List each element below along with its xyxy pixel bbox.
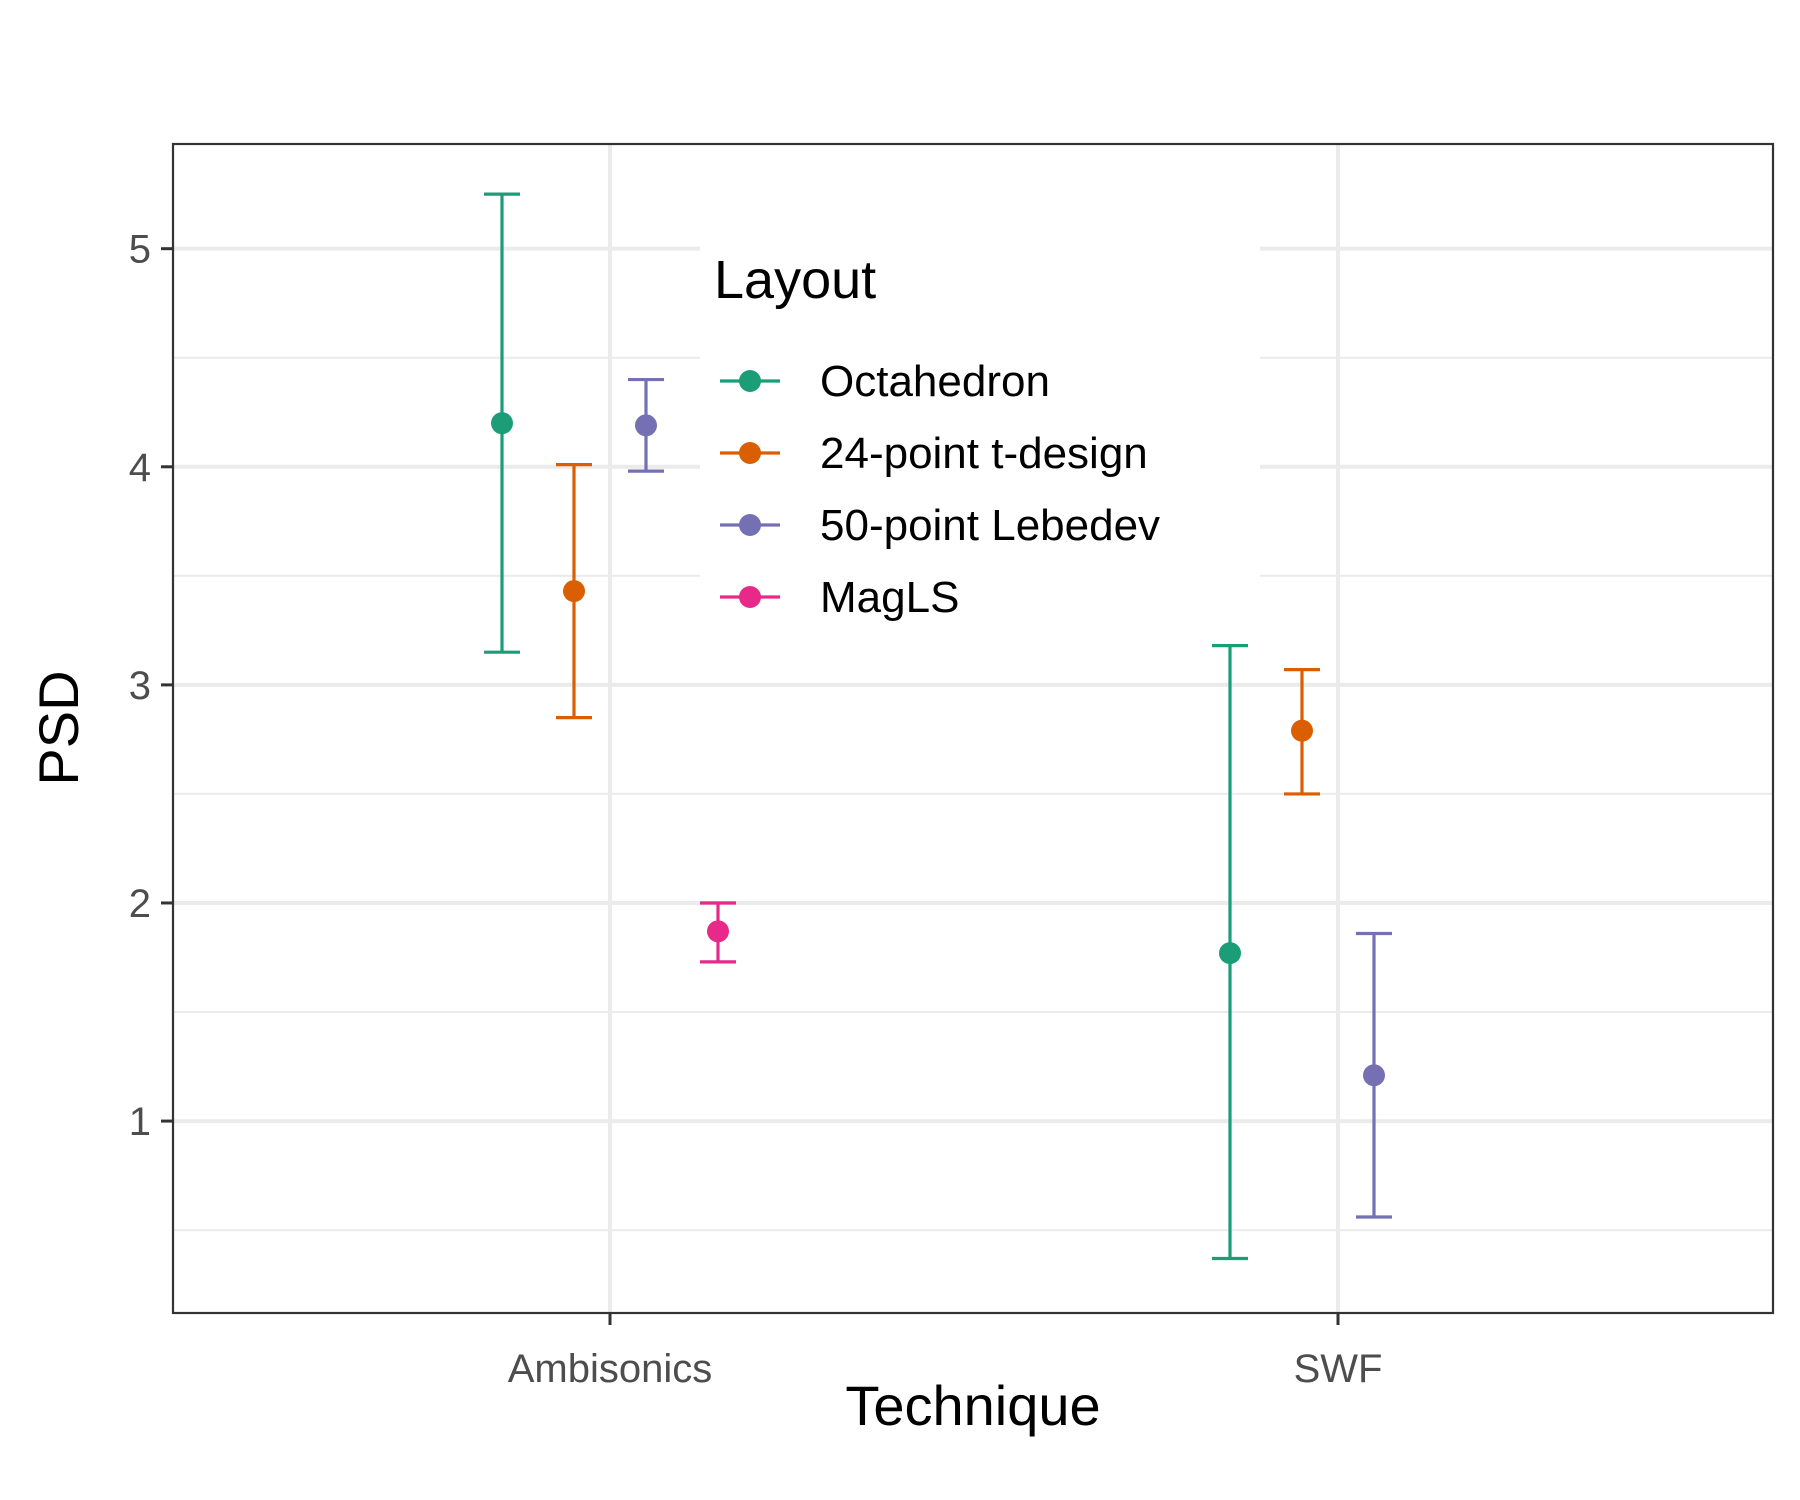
legend-background <box>700 225 1260 635</box>
y-tick-label: 2 <box>129 882 151 926</box>
x-tick-label: Ambisonics <box>508 1347 713 1391</box>
y-tick-label: 5 <box>129 228 151 272</box>
legend: Layout Octahedron 24-point t-design 50-poi… <box>700 225 1260 635</box>
point-group <box>556 463 592 720</box>
data-point <box>707 920 729 943</box>
legend-entry: Octahedron <box>720 357 1050 406</box>
legend-key-point <box>739 370 761 392</box>
x-tick-label: SWF <box>1294 1347 1383 1391</box>
data-point <box>563 580 585 603</box>
data-point <box>1363 1064 1385 1087</box>
legend-label: 50-point Lebedev <box>820 501 1160 550</box>
y-tick-label: 1 <box>129 1100 151 1144</box>
data-point <box>635 414 657 437</box>
point-group <box>1284 668 1320 796</box>
point-group <box>628 377 664 473</box>
legend-label: Octahedron <box>820 357 1050 406</box>
axes: 1 2 3 4 5 Ambisonics SWF <box>129 228 1383 1391</box>
x-axis-title: Technique <box>845 1374 1100 1437</box>
legend-entry: 50-point Lebedev <box>720 501 1160 550</box>
plot-border <box>171 142 1775 1315</box>
legend-label: 24-point t-design <box>820 429 1148 478</box>
data-point <box>1291 719 1313 742</box>
y-tick-label: 4 <box>129 446 151 490</box>
legend-title: Layout <box>714 250 876 310</box>
point-group <box>1212 644 1248 1261</box>
legend-key-point <box>739 442 761 464</box>
grid <box>173 144 1773 1313</box>
data-marks <box>484 192 1392 1261</box>
legend-entry: MagLS <box>720 573 959 622</box>
y-axis-title: PSD <box>27 670 90 785</box>
legend-key-point <box>739 586 761 608</box>
point-group <box>700 901 736 964</box>
legend-key-point <box>739 514 761 536</box>
y-tick-label: 3 <box>129 664 151 708</box>
data-point <box>491 412 513 435</box>
legend-label: MagLS <box>820 573 959 622</box>
point-group <box>484 192 520 654</box>
legend-entry: 24-point t-design <box>720 429 1148 478</box>
point-group <box>1356 931 1392 1219</box>
data-point <box>1219 942 1241 965</box>
